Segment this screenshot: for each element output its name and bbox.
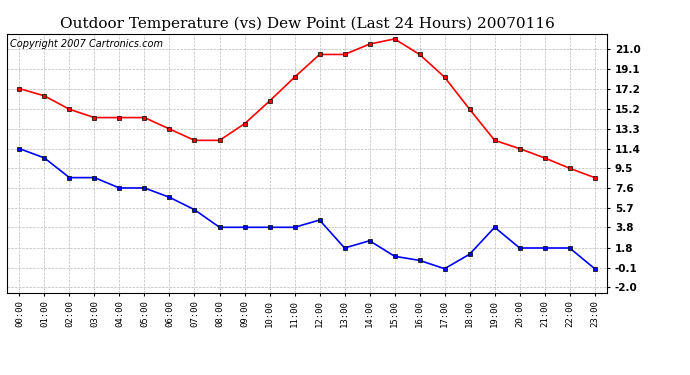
Title: Outdoor Temperature (vs) Dew Point (Last 24 Hours) 20070116: Outdoor Temperature (vs) Dew Point (Last… xyxy=(59,17,555,31)
Text: Copyright 2007 Cartronics.com: Copyright 2007 Cartronics.com xyxy=(10,39,163,49)
